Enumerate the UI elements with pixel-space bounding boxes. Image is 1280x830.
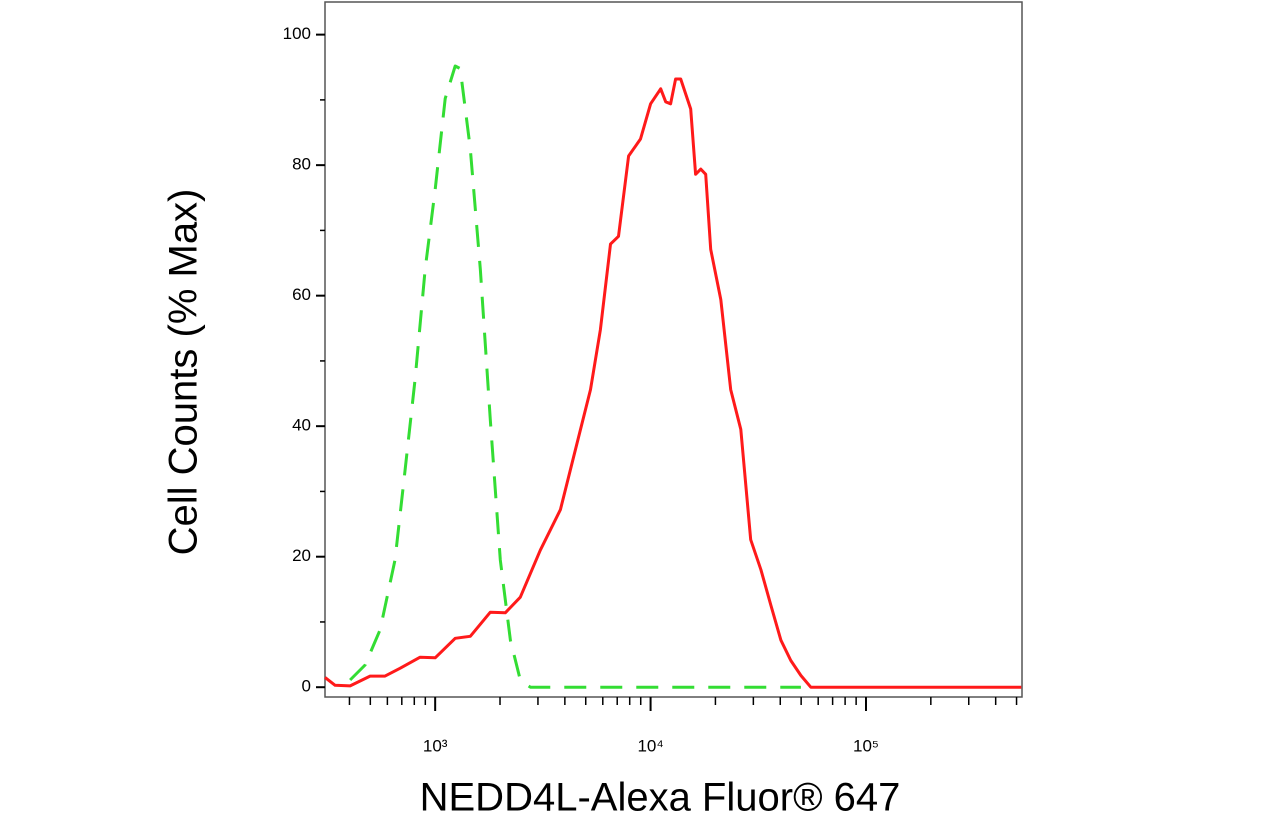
y-tick-label: 60 — [292, 285, 311, 304]
plot-frame — [324, 1, 1023, 698]
y-tick-label: 20 — [292, 546, 311, 565]
x-tick-label: 10⁴ — [637, 736, 663, 755]
x-axis-title: NEDD4L-Alexa Fluor® 647 — [420, 776, 901, 820]
y-tick-label: 0 — [302, 677, 311, 696]
y-tick-label: 80 — [292, 155, 311, 174]
x-tick-label: 10⁵ — [853, 736, 879, 755]
y-tick-label: 40 — [292, 416, 311, 435]
histogram-line — [324, 77, 1022, 689]
x-tick-label: 10³ — [423, 736, 448, 755]
y-axis-title: Cell Counts (% Max) — [162, 189, 206, 556]
histogram-line — [349, 64, 801, 689]
y-tick-label: 100 — [283, 24, 311, 43]
